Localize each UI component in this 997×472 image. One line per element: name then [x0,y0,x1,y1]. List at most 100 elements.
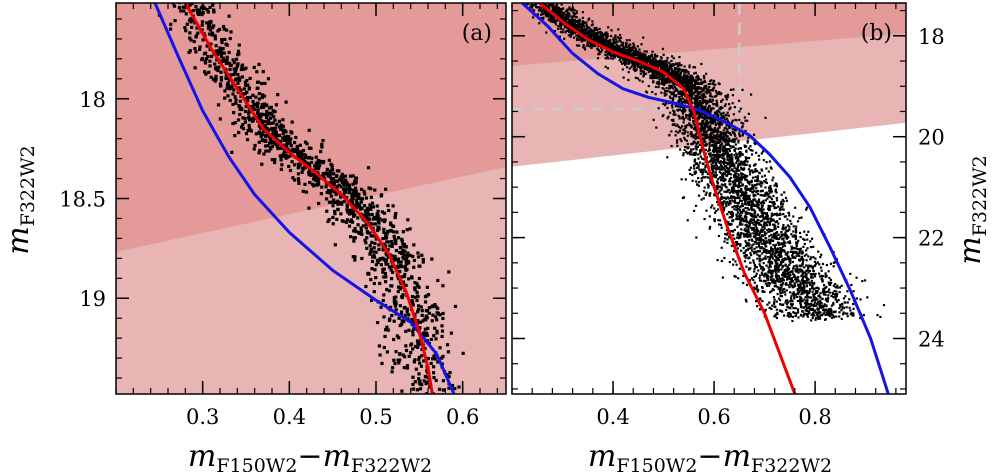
scatter-point [358,197,363,201]
scatter-point [771,274,774,277]
scatter-point [787,274,790,277]
scatter-point [776,279,779,282]
scatter-point [757,154,760,157]
scatter-point [672,92,675,95]
scatter-point [763,232,766,235]
scatter-point [354,189,358,193]
scatter-point [238,78,242,83]
scatter-point [689,89,692,92]
scatter-point [794,307,797,310]
scatter-point [247,108,251,112]
scatter-point [172,4,177,8]
scatter-point [782,260,785,263]
scatter-point [810,256,813,259]
scatter-point [689,98,692,101]
scatter-point [793,297,796,300]
scatter-point [359,226,363,230]
scatter-point [690,90,693,93]
scatter-point [641,57,645,60]
scatter-point [807,278,810,281]
scatter-point [674,67,677,70]
scatter-point [217,27,222,32]
scatter-point [380,210,385,214]
scatter-point [447,270,451,274]
scatter-point [788,311,791,315]
scatter-point [718,91,721,94]
scatter-point [417,377,421,381]
scatter-point [716,127,720,130]
scatter-point [262,94,267,98]
scatter-point [404,348,409,353]
scatter-point [268,116,273,120]
scatter-point [395,334,400,338]
scatter-point [666,68,669,71]
scatter-point [817,272,821,275]
scatter-point [252,116,257,121]
scatter-point [536,13,539,16]
scatter-point [610,57,613,60]
scatter-point [682,73,686,76]
scatter-point [612,46,616,50]
scatter-point [551,3,555,6]
scatter-point [525,3,528,6]
scatter-point [632,68,635,71]
scatter-point [328,175,332,179]
scatter-point [320,145,324,149]
scatter-point [679,71,682,75]
scatter-point [583,28,586,31]
scatter-point [386,328,390,332]
scatter-point [553,29,557,33]
scatter-point [684,178,687,181]
scatter-point [779,292,782,295]
scatter-point [387,208,391,213]
scatter-point [827,270,830,273]
scatter-point [818,275,822,278]
scatter-point [703,186,706,189]
scatter-point [200,23,204,27]
scatter-point [420,253,424,257]
scatter-point [774,268,777,272]
scatter-point [740,217,743,220]
scatter-point [758,308,762,311]
scatter-point [818,311,821,314]
scatter-point [712,79,716,83]
scatter-point [525,0,527,2]
scatter-point [331,215,335,220]
scatter-point [694,128,697,131]
scatter-point [259,134,263,138]
scatter-point [393,214,397,218]
scatter-point [565,26,568,29]
scatter-point [803,230,806,233]
scatter-point [829,278,833,282]
scatter-point [707,91,710,94]
scatter-point [642,70,646,73]
scatter-point [733,128,736,132]
scatter-point [579,25,582,29]
scatter-point [235,64,240,68]
scatter-point [824,272,827,275]
scatter-point [775,266,778,269]
scatter-point [695,96,698,99]
scatter-point [684,109,687,112]
scatter-point [651,58,655,61]
scatter-point [726,213,729,216]
scatter-point [654,76,657,79]
scatter-point [594,32,598,35]
scatter-point [567,14,570,17]
scatter-point [686,101,689,104]
scatter-point [708,194,711,197]
scatter-point [632,42,635,45]
scatter-point [381,248,385,252]
scatter-point [737,156,740,159]
scatter-point [638,79,641,82]
scatter-point [278,139,283,143]
scatter-point [247,86,252,90]
scatter-point [646,67,649,71]
scatter-point [230,150,234,154]
y-tick-label: 18 [79,88,106,112]
scatter-point [677,77,681,81]
scatter-point [767,230,770,233]
scatter-point [676,62,679,65]
scatter-point [789,219,792,222]
scatter-point [607,57,610,60]
